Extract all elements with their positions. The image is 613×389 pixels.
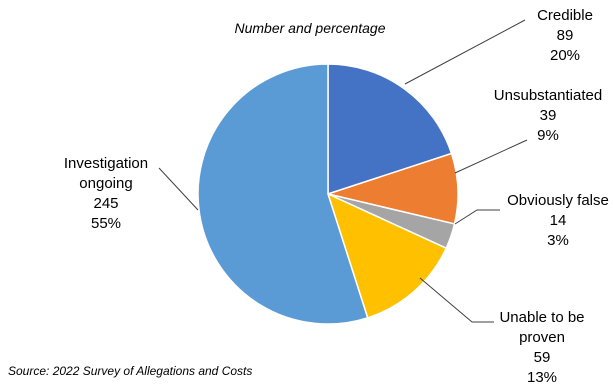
slice-percent-label: 55% xyxy=(91,215,121,232)
leader-lines xyxy=(158,19,528,323)
slice-category-label: Credible xyxy=(537,7,593,24)
pie-slice-credible xyxy=(327,63,453,196)
slice-percent-label: 9% xyxy=(537,127,559,144)
data-label: Investigation ongoing 245 55% xyxy=(64,155,148,232)
slice-labels: Credible 89 20% Unsubstantiated 39 9% Obviousl… xyxy=(64,7,609,386)
chart-subtitle: Number and percentage xyxy=(235,20,386,36)
data-label: Obviously false 14 3% xyxy=(507,192,609,249)
chart-source-note: Source: 2022 Survey of Allegations and C… xyxy=(8,364,252,378)
leader-line xyxy=(454,139,528,174)
slice-value-label: 245 xyxy=(93,195,118,212)
slice-category-label: proven xyxy=(519,329,565,346)
slice-category-label: Unable to be xyxy=(499,309,584,326)
slice-value-label: 14 xyxy=(550,212,567,229)
slice-value-label: 39 xyxy=(540,107,557,124)
leader-line xyxy=(404,19,526,85)
slice-value-label: 89 xyxy=(557,27,574,44)
slice-category-label: Unsubstantiated xyxy=(494,87,602,104)
leader-line xyxy=(454,209,500,225)
pie-slices xyxy=(197,63,459,325)
slice-category-label: ongoing xyxy=(79,175,132,192)
slice-value-label: 59 xyxy=(534,349,551,366)
pie-slice-investigation-ongoing xyxy=(197,63,369,325)
slice-category-label: Obviously false xyxy=(507,192,609,209)
data-label: Unable to be proven 59 13% xyxy=(499,309,584,386)
pie-slice-unable-to-be-proven xyxy=(326,192,448,319)
slice-percent-label: 3% xyxy=(547,232,569,249)
data-label: Unsubstantiated 39 9% xyxy=(494,87,602,144)
slice-percent-label: 13% xyxy=(527,369,557,386)
data-label: Credible 89 20% xyxy=(537,7,593,64)
leader-line xyxy=(158,167,199,211)
slice-percent-label: 20% xyxy=(550,47,580,64)
slice-category-label: Investigation xyxy=(64,155,148,172)
leader-line xyxy=(419,277,494,323)
